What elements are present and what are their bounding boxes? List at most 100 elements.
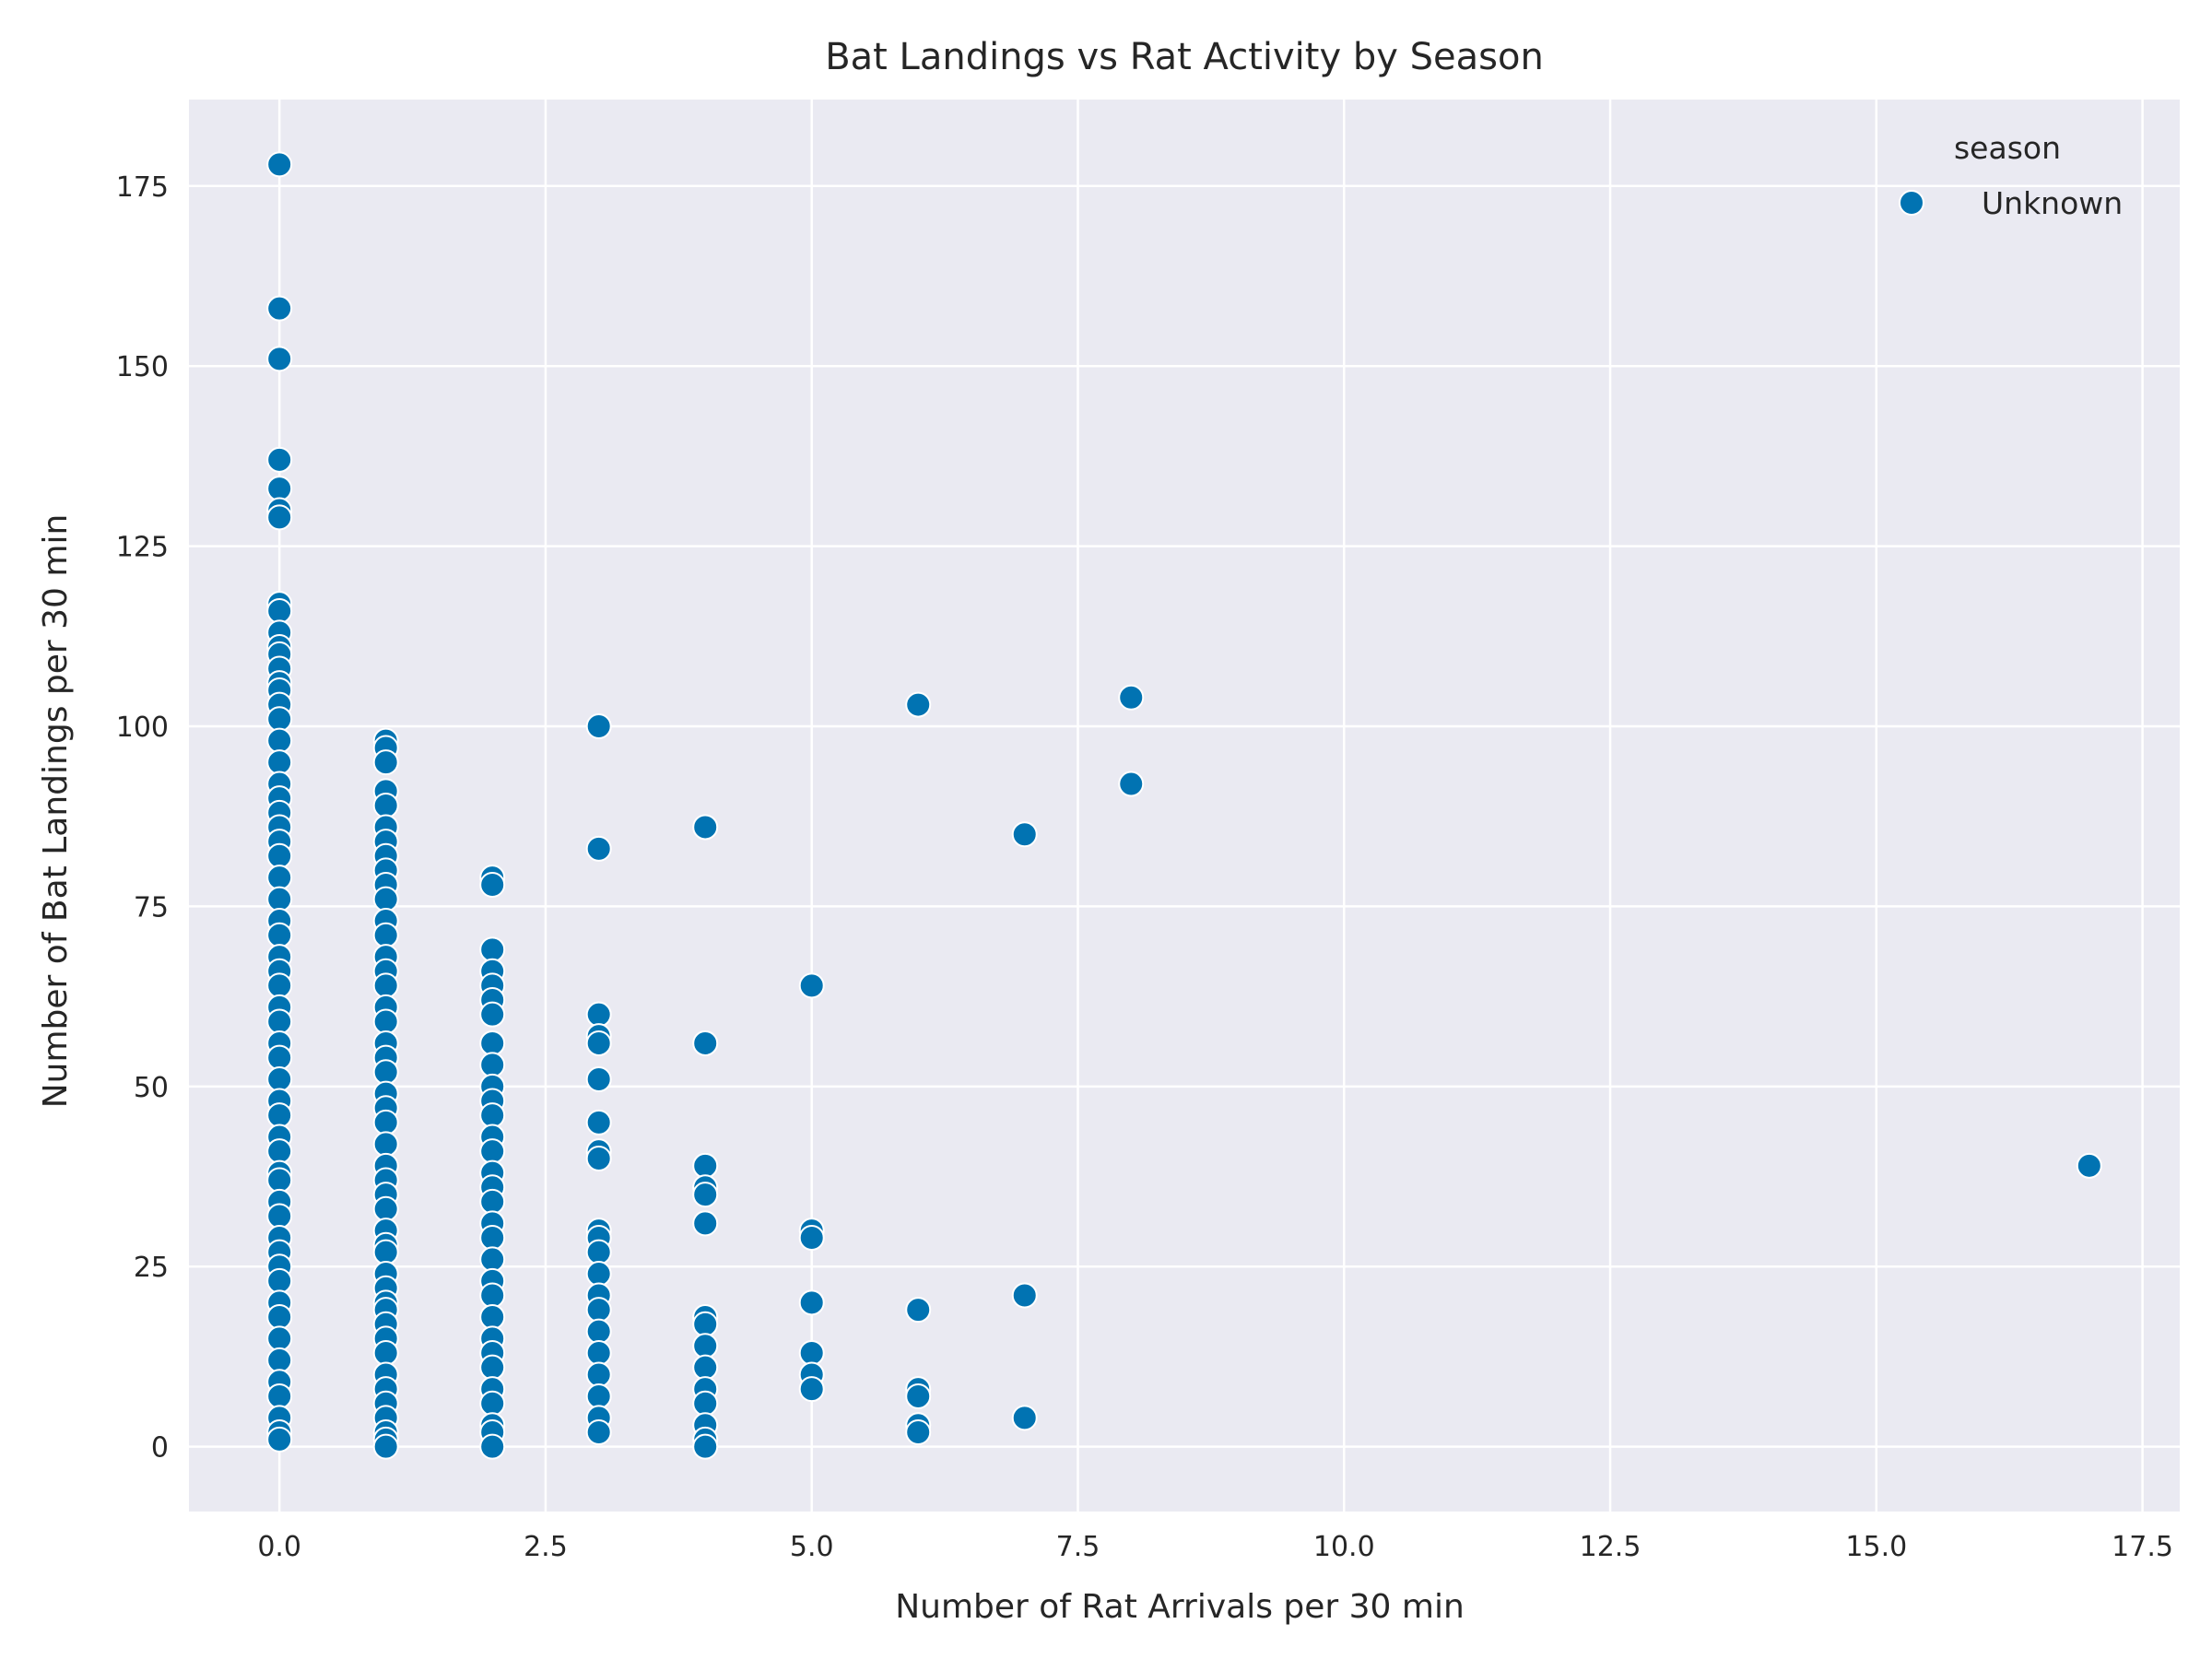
- data-point: [266, 1102, 293, 1129]
- x-tick-label: 15.0: [1845, 1531, 1907, 1563]
- data-point: [266, 842, 293, 869]
- legend-title: season: [1954, 130, 2061, 166]
- data-point: [479, 936, 506, 963]
- data-point: [1011, 1405, 1038, 1431]
- data-point: [266, 1044, 293, 1071]
- data-point: [479, 1282, 506, 1309]
- data-point: [692, 1182, 719, 1208]
- data-point: [479, 1102, 506, 1129]
- data-point: [479, 1030, 506, 1056]
- data-point: [905, 1419, 932, 1446]
- data-point: [266, 1303, 293, 1330]
- data-point: [905, 691, 932, 718]
- data-point: [479, 1303, 506, 1330]
- data-point: [266, 727, 293, 754]
- data-point: [585, 1361, 612, 1388]
- data-point: [266, 446, 293, 473]
- y-tick-label: 75: [134, 891, 169, 924]
- data-point: [266, 295, 293, 322]
- chart-title: Bat Landings vs Rat Activity by Season: [825, 36, 1544, 78]
- data-point: [2076, 1152, 2102, 1179]
- data-point: [479, 1354, 506, 1381]
- data-point: [479, 1224, 506, 1251]
- data-point: [372, 972, 399, 999]
- y-axis-label: Number of Bat Landings per 30 min: [37, 514, 75, 1109]
- data-point: [266, 1203, 293, 1230]
- data-point: [798, 1224, 825, 1251]
- y-tick-label: 0: [151, 1432, 169, 1465]
- data-point: [372, 1109, 399, 1135]
- data-point: [1118, 771, 1145, 797]
- data-point: [585, 1066, 612, 1093]
- data-point: [692, 814, 719, 841]
- data-point: [266, 346, 293, 372]
- y-tick-label: 50: [134, 1072, 169, 1104]
- data-point: [905, 1382, 932, 1409]
- data-point: [798, 1340, 825, 1367]
- data-point: [585, 1340, 612, 1367]
- data-point: [266, 1426, 293, 1453]
- data-point: [266, 706, 293, 733]
- data-point: [692, 1152, 719, 1179]
- legend-marker: [1899, 190, 1924, 216]
- y-tick-label: 125: [116, 532, 169, 564]
- data-point: [692, 1311, 719, 1337]
- data-point: [479, 1052, 506, 1078]
- data-point: [266, 749, 293, 776]
- data-point: [585, 1109, 612, 1135]
- data-point: [1011, 1282, 1038, 1309]
- y-tick-label: 175: [116, 171, 169, 204]
- data-point: [905, 1297, 932, 1324]
- x-tick-label: 17.5: [2112, 1531, 2173, 1563]
- data-point: [266, 922, 293, 948]
- x-tick-label: 10.0: [1313, 1531, 1375, 1563]
- data-point: [266, 865, 293, 891]
- data-point: [266, 476, 293, 502]
- data-point: [266, 1066, 293, 1093]
- x-tick-label: 7.5: [1056, 1531, 1100, 1563]
- data-point: [372, 793, 399, 818]
- plot-area: [189, 100, 2180, 1512]
- data-point: [585, 1030, 612, 1056]
- legend-entry-unknown: Unknown: [1982, 185, 2123, 221]
- data-point: [372, 1433, 399, 1460]
- data-point: [266, 1267, 293, 1294]
- data-point: [372, 1059, 399, 1086]
- data-point: [372, 749, 399, 776]
- data-point: [266, 972, 293, 999]
- legend: season Unknown: [1899, 130, 2123, 221]
- data-point: [692, 1354, 719, 1381]
- data-point: [585, 1261, 612, 1288]
- data-points: [266, 151, 2102, 1460]
- grid-lines: [189, 100, 2180, 1512]
- data-point: [266, 1325, 293, 1352]
- data-point: [479, 1246, 506, 1273]
- data-point: [479, 871, 506, 898]
- data-point: [585, 1318, 612, 1345]
- data-point: [585, 1419, 612, 1446]
- data-point: [266, 886, 293, 912]
- x-tick-label: 0.0: [257, 1531, 301, 1563]
- data-point: [692, 1333, 719, 1359]
- y-tick-labels: 0 25 50 75 100 125 150 175: [116, 171, 169, 1465]
- data-point: [266, 1382, 293, 1409]
- y-tick-label: 25: [134, 1252, 169, 1284]
- data-point: [798, 972, 825, 999]
- x-tick-label: 5.0: [790, 1531, 834, 1563]
- data-point: [266, 1347, 293, 1373]
- data-point: [266, 1167, 293, 1194]
- data-point: [479, 1188, 506, 1215]
- data-point: [372, 1008, 399, 1035]
- data-point: [1011, 821, 1038, 848]
- data-point: [585, 713, 612, 740]
- x-axis-label: Number of Rat Arrivals per 30 min: [895, 1588, 1465, 1626]
- data-point: [1118, 684, 1145, 711]
- y-tick-label: 100: [116, 712, 169, 744]
- data-point: [479, 1390, 506, 1417]
- data-point: [692, 1210, 719, 1237]
- data-point: [692, 1030, 719, 1056]
- data-point: [266, 1138, 293, 1165]
- data-point: [372, 886, 399, 912]
- data-point: [585, 835, 612, 862]
- data-point: [266, 151, 293, 178]
